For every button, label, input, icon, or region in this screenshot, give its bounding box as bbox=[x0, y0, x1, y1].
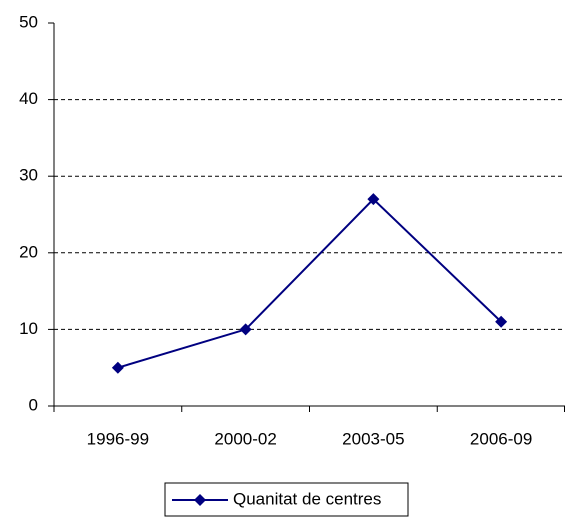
x-tick-label: 2006-09 bbox=[470, 429, 532, 448]
marker bbox=[495, 315, 508, 328]
x-tick-label: 2003-05 bbox=[342, 429, 404, 448]
line bbox=[117, 197, 502, 369]
x-tick-label: 2000-02 bbox=[214, 429, 276, 448]
y-tick-label: 30 bbox=[19, 166, 38, 185]
legend-label: Quanitat de centres bbox=[233, 489, 381, 508]
x-tick-label: 1996-99 bbox=[87, 429, 149, 448]
y-tick-label: 10 bbox=[19, 319, 38, 338]
marker bbox=[239, 323, 252, 336]
marker bbox=[111, 361, 124, 374]
marker bbox=[367, 193, 380, 206]
y-tick-label: 40 bbox=[19, 89, 38, 108]
y-tick-label: 20 bbox=[19, 242, 38, 261]
y-tick-label: 50 bbox=[19, 12, 38, 31]
y-tick-label: 0 bbox=[29, 395, 38, 414]
legend-marker bbox=[194, 494, 206, 506]
